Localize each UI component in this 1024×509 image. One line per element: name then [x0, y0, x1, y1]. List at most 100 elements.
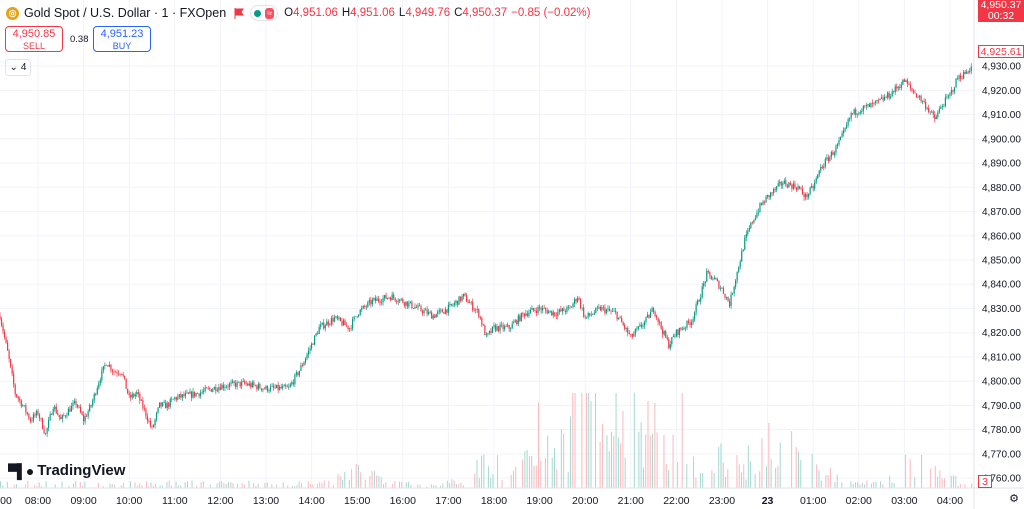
volume-bar: [405, 482, 407, 488]
volume-bar: [380, 477, 382, 488]
candle-body: [874, 101, 877, 103]
candle-body: [513, 322, 515, 324]
candle-body: [953, 87, 956, 92]
volume-bar: [702, 473, 704, 488]
candle-body: [450, 304, 453, 306]
candle-body: [452, 305, 454, 306]
ohlc-high: H4,951.06: [341, 7, 395, 19]
volume-bar: [560, 429, 562, 488]
volume-bar: [909, 459, 911, 488]
candle-body: [862, 105, 864, 111]
volume-bar: [417, 484, 419, 488]
volume-bar: [27, 480, 29, 488]
candle-body: [52, 409, 54, 415]
sell-button[interactable]: 4,950.85 SELL: [5, 26, 63, 52]
candle-body: [219, 387, 221, 390]
candle-body: [637, 326, 639, 329]
volume-bar: [141, 485, 143, 488]
candle-body: [111, 370, 114, 372]
volume-bar: [957, 485, 959, 488]
candle-body: [461, 296, 463, 301]
volume-bar: [599, 441, 601, 488]
candle-body: [627, 328, 629, 334]
candle-body: [60, 417, 62, 419]
y-tick-label: 4,770.00: [982, 449, 1021, 460]
candle-body: [280, 386, 282, 389]
candle-body: [766, 195, 769, 197]
x-tick-label: 16:00: [390, 495, 416, 507]
settings-gear-icon[interactable]: ⚙: [1009, 493, 1019, 505]
candle-body: [394, 297, 396, 301]
candle-body: [224, 387, 226, 389]
candle-body: [449, 304, 451, 306]
market-status-pill[interactable]: ≈: [250, 5, 279, 21]
volume-bar: [745, 479, 747, 488]
candle-body: [469, 302, 471, 304]
candle-body: [272, 385, 275, 388]
candle-body: [362, 305, 364, 309]
indicators-collapse-button[interactable]: ⌄ 4: [5, 59, 31, 76]
volume-bar: [341, 480, 343, 488]
candle-body: [803, 193, 805, 198]
candle-body: [318, 326, 320, 334]
candle-body: [785, 180, 787, 186]
volume-bar: [556, 469, 558, 488]
candle-body: [905, 80, 907, 82]
candle-body: [388, 297, 390, 299]
candle-body: [745, 233, 747, 238]
candle-body: [437, 311, 439, 315]
volume-bar: [148, 486, 150, 488]
candle-body: [543, 307, 545, 309]
candle-body: [414, 306, 416, 309]
volume-bar: [569, 416, 571, 488]
indicators-count: 4: [20, 62, 27, 73]
volume-bar: [743, 464, 745, 488]
candle-body: [710, 275, 712, 280]
volume-bar: [754, 473, 756, 488]
candle-body: [233, 381, 235, 384]
candle-body: [706, 271, 708, 282]
volume-bar: [880, 481, 882, 488]
candle-body: [374, 297, 377, 301]
candle-body: [353, 316, 355, 320]
candle-body: [136, 392, 138, 395]
candle-body: [966, 71, 968, 74]
tradingview-logo[interactable]: ▀▌● TradingView: [8, 462, 125, 479]
volume-bar: [686, 463, 688, 488]
x-tick-label: 11:00: [162, 495, 188, 507]
candle-body: [725, 297, 728, 298]
candle-body: [497, 326, 500, 331]
candle-body: [28, 414, 30, 419]
volume-bar: [816, 464, 818, 488]
candle-body: [777, 183, 779, 187]
candle-body: [268, 390, 270, 392]
volume-bar: [866, 480, 868, 488]
candle-body: [242, 380, 244, 382]
volume-bar: [79, 481, 81, 488]
candle-body: [195, 393, 197, 397]
candle-body: [570, 307, 573, 308]
volume-bar: [934, 466, 936, 488]
symbol-title[interactable]: Gold Spot / U.S. Dollar · 1 · FXOpen: [24, 6, 227, 20]
candle-body: [771, 192, 773, 194]
candle-body: [891, 91, 893, 97]
volume-bar: [316, 483, 318, 488]
candle-body: [659, 321, 661, 323]
candle-body: [225, 386, 228, 388]
candle-body: [552, 312, 554, 316]
candle-body: [180, 394, 182, 398]
candle-body: [148, 420, 150, 422]
candle-body: [567, 306, 570, 308]
volume-bar: [873, 481, 875, 488]
flag-icon[interactable]: [234, 7, 245, 19]
volume-bar: [775, 467, 777, 488]
candle-body: [186, 392, 188, 394]
buy-button[interactable]: 4,951.23 BUY: [93, 26, 151, 52]
candle-body: [549, 310, 551, 312]
candle-body: [82, 414, 85, 422]
y-tick-label: 4,880.00: [982, 183, 1021, 194]
volume-bar: [747, 445, 749, 488]
candle-body: [560, 309, 562, 312]
volume-bar: [152, 485, 154, 488]
